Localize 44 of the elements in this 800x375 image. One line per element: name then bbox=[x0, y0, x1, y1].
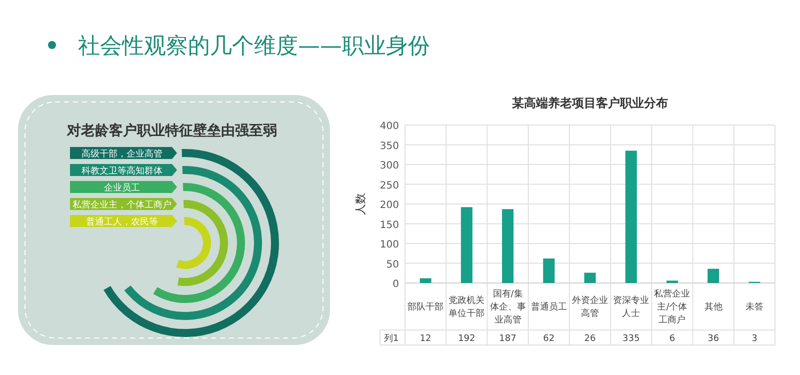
data-label: 62 bbox=[543, 334, 555, 344]
bar bbox=[502, 209, 514, 283]
x-tick-label: 普通员工 bbox=[530, 302, 567, 312]
text: 高级干部，企业高管 bbox=[82, 148, 162, 160]
x-tick-label: 国有/集体企、事业高管 bbox=[490, 288, 526, 326]
y-axis-title: 人数 bbox=[354, 193, 367, 215]
data-label: 187 bbox=[499, 334, 516, 344]
bar bbox=[420, 278, 432, 283]
y-tick-label: 400 bbox=[380, 121, 399, 132]
x-tick-label: 外资企业高管 bbox=[572, 295, 608, 319]
text: 普通工人，农民等 bbox=[86, 216, 158, 228]
x-tick-label: 私营企业主/个体工商户 bbox=[654, 288, 690, 326]
y-tick-label: 100 bbox=[380, 240, 399, 250]
data-label: 36 bbox=[708, 334, 720, 344]
x-tick-label: 资深专业人士 bbox=[613, 295, 650, 319]
bar bbox=[543, 258, 555, 283]
data-label: 26 bbox=[584, 334, 596, 344]
text: 企业员工 bbox=[104, 182, 140, 194]
bar bbox=[460, 207, 472, 283]
bar bbox=[625, 150, 637, 283]
bar bbox=[584, 272, 596, 283]
x-tick-label: 党政机关单位干部 bbox=[448, 295, 485, 319]
text: 科教文卫等高知群体 bbox=[82, 166, 162, 176]
y-tick-label: 350 bbox=[380, 140, 399, 152]
x-tick-label: 其他 bbox=[704, 302, 722, 312]
data-label: 12 bbox=[420, 334, 432, 344]
y-tick-label: 0 bbox=[392, 279, 399, 290]
chart-title: 某高端养老项目客户职业分布 bbox=[511, 96, 668, 110]
x-tick-label: 部队干部 bbox=[408, 302, 444, 312]
data-label: 335 bbox=[622, 334, 640, 344]
data-label: 3 bbox=[752, 334, 758, 344]
x-tick-label: 未答 bbox=[745, 302, 764, 312]
bar bbox=[708, 268, 720, 283]
y-tick-label: 250 bbox=[380, 180, 399, 192]
text: 对老龄客户职业特征壁垒由强至弱 bbox=[66, 122, 277, 139]
data-label: 6 bbox=[669, 334, 676, 344]
y-tick-label: 50 bbox=[386, 259, 399, 270]
y-tick-label: 300 bbox=[380, 160, 399, 172]
text: 私营企业主，个体工商户 bbox=[72, 200, 172, 210]
y-tick-label: 150 bbox=[380, 220, 399, 231]
text: 列1 bbox=[384, 333, 399, 344]
data-label: 192 bbox=[458, 334, 476, 344]
y-tick-label: 200 bbox=[380, 200, 399, 211]
text: 社会性观察的几个维度——职业身份 bbox=[78, 34, 430, 59]
